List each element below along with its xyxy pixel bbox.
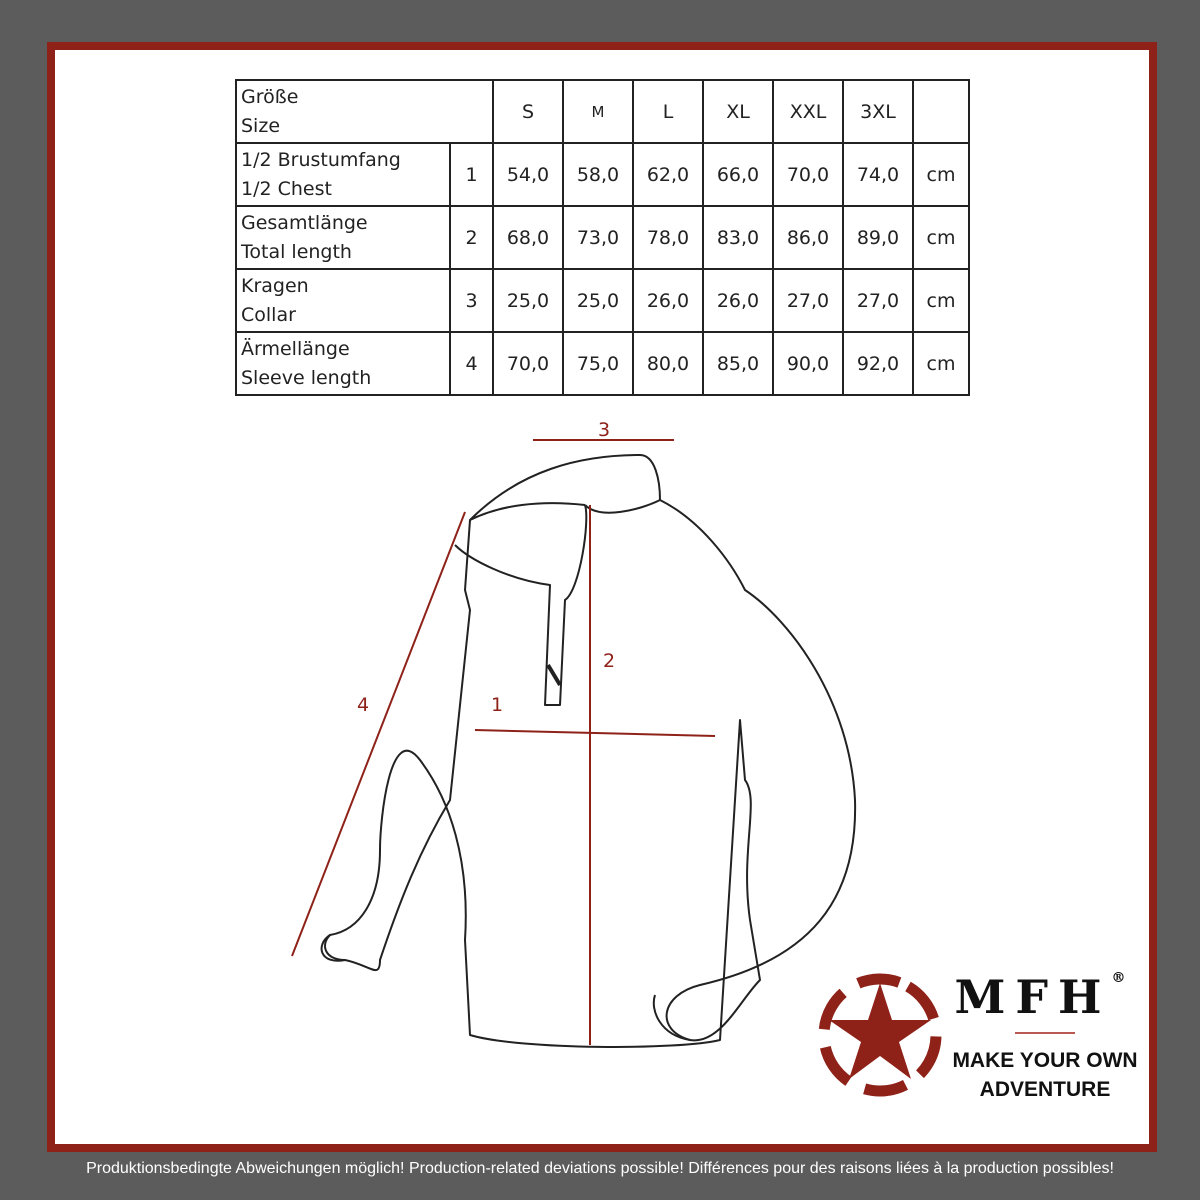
chest-line [474, 729, 716, 737]
cell-value: 78,0 [632, 205, 704, 270]
cell-value: 25,0 [492, 268, 564, 333]
size-header: XL [702, 79, 774, 144]
cell-value: 80,0 [632, 331, 704, 396]
table-header-row: Größe Size S M L XL XXL 3XL [235, 79, 970, 144]
cell-value: 89,0 [842, 205, 914, 270]
slogan-line-1: MAKE YOUR OWN [952, 1049, 1138, 1072]
brand-name: MFH [954, 970, 1112, 1024]
measurement-lines [291, 439, 716, 1045]
footer-disclaimer: Produktionsbedingte Abweichungen möglich… [86, 1160, 1114, 1177]
cell-value: 66,0 [702, 142, 774, 207]
row-label: 1/2 Brustumfang 1/2 Chest [235, 142, 451, 207]
cell-value: 70,0 [772, 142, 844, 207]
cell-value: 90,0 [772, 331, 844, 396]
size-header: M [562, 79, 634, 144]
brand-logo: MFH® [950, 970, 1140, 1024]
cell-value: 75,0 [562, 331, 634, 396]
row-unit: cm [912, 142, 970, 207]
label-length: 2 [603, 650, 615, 672]
row-label-de: Gesamtlänge [241, 211, 368, 234]
size-header: 3XL [842, 79, 914, 144]
row-label-de: Kragen [241, 274, 309, 297]
size-header: XXL [772, 79, 844, 144]
cell-value: 68,0 [492, 205, 564, 270]
row-label: Gesamtlänge Total length [235, 205, 451, 270]
table-row: Gesamtlänge Total length 2 68,0 73,0 78,0 83,0… [235, 205, 970, 270]
row-number: 1 [449, 142, 494, 207]
row-unit: cm [912, 205, 970, 270]
row-label: Ärmellänge Sleeve length [235, 331, 451, 396]
slogan: MAKE YOUR OWN ADVENTURE [950, 1046, 1140, 1104]
row-label-de: 1/2 Brustumfang [241, 148, 401, 171]
table-row: 1/2 Brustumfang 1/2 Chest 1 54,0 58,0 62,0 66,… [235, 142, 970, 207]
cell-value: 74,0 [842, 142, 914, 207]
star-logo-icon [818, 973, 942, 1097]
table-row: Kragen Collar 3 25,0 25,0 26,0 26,0 27,0 27,0 cm [235, 268, 970, 333]
cell-value: 62,0 [632, 142, 704, 207]
header-label-de: Größe [241, 85, 299, 108]
row-label-en: Total length [241, 240, 352, 263]
slogan-line-2: ADVENTURE [979, 1078, 1111, 1101]
size-header: L [632, 79, 704, 144]
registered-mark: ® [1111, 970, 1136, 986]
cell-value: 54,0 [492, 142, 564, 207]
header-label-en: Size [241, 114, 281, 137]
row-label-de: Ärmellänge [241, 337, 350, 360]
sleeve-line [291, 511, 466, 957]
cell-value: 25,0 [562, 268, 634, 333]
size-table: Größe Size S M L XL XXL 3XL 1/2 Brustumfa… [235, 79, 970, 396]
size-header: S [492, 79, 564, 144]
brand-divider [1015, 1032, 1075, 1034]
label-collar: 3 [598, 419, 610, 441]
row-number: 3 [449, 268, 494, 333]
row-unit: cm [912, 331, 970, 396]
header-label: Größe Size [235, 79, 494, 144]
row-label-en: Collar [241, 303, 296, 326]
jacket-outline [320, 454, 857, 1048]
cell-value: 70,0 [492, 331, 564, 396]
cell-value: 83,0 [702, 205, 774, 270]
cell-value: 26,0 [702, 268, 774, 333]
row-number: 2 [449, 205, 494, 270]
row-label-en: 1/2 Chest [241, 177, 332, 200]
cell-value: 26,0 [632, 268, 704, 333]
cell-value: 58,0 [562, 142, 634, 207]
row-label-en: Sleeve length [241, 366, 372, 389]
label-sleeve: 4 [357, 694, 369, 716]
label-chest: 1 [491, 694, 503, 716]
unit-header [912, 79, 970, 144]
row-label: Kragen Collar [235, 268, 451, 333]
row-unit: cm [912, 268, 970, 333]
cell-value: 73,0 [562, 205, 634, 270]
cell-value: 85,0 [702, 331, 774, 396]
row-number: 4 [449, 331, 494, 396]
brand-block: MFH® MAKE YOUR OWN ADVENTURE [950, 970, 1140, 1104]
cell-value: 86,0 [772, 205, 844, 270]
cell-value: 92,0 [842, 331, 914, 396]
cell-value: 27,0 [772, 268, 844, 333]
table-row: Ärmellänge Sleeve length 4 70,0 75,0 80,0 85,0… [235, 331, 970, 396]
cell-value: 27,0 [842, 268, 914, 333]
